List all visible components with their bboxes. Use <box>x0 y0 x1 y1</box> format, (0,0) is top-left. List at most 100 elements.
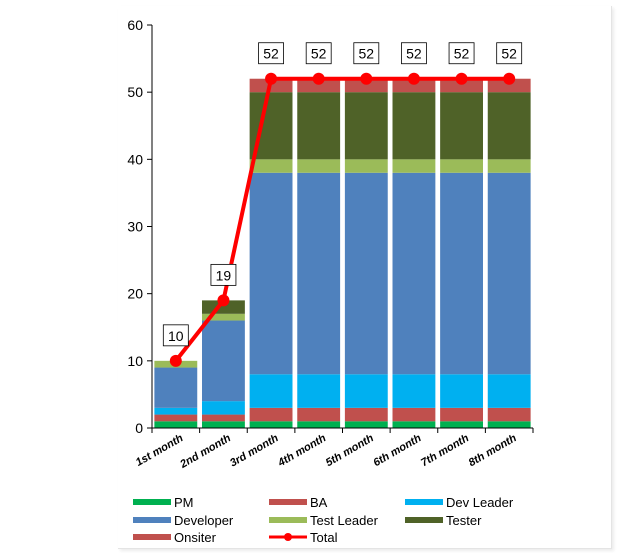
legend-marker <box>284 533 292 541</box>
bar-onsiter <box>392 78 436 93</box>
bar-pm <box>249 421 293 428</box>
bar-test-leader <box>344 159 388 173</box>
bar-test-leader <box>392 159 436 173</box>
data-labels: 10 19 52 52 52 52 52 52 <box>162 42 523 347</box>
y-tick-label: 40 <box>127 151 143 167</box>
total-point <box>503 72 516 85</box>
total-data-label: 10 <box>162 324 189 347</box>
legend-swatch <box>133 499 171 505</box>
bar-stack-7th-month <box>440 78 483 428</box>
total-point <box>169 354 182 367</box>
data-label-text: 52 <box>454 46 470 62</box>
y-tick-label: 10 <box>127 353 143 369</box>
legend: PM BA Dev Leader Developer Test Leader Tester… <box>133 495 514 545</box>
total-series-line <box>174 76 510 363</box>
total-point <box>455 72 468 85</box>
data-label-box <box>448 42 475 65</box>
total-point <box>360 72 373 85</box>
chart-frame <box>118 6 612 549</box>
total-point <box>407 72 420 85</box>
bar-ba <box>297 407 341 422</box>
data-label-text: 52 <box>359 46 375 62</box>
bar-stack-6th-month <box>392 78 436 428</box>
bar-ba <box>440 407 483 422</box>
data-label-box <box>210 263 237 286</box>
bar-test-leader <box>440 159 483 173</box>
bar-pm <box>297 421 341 428</box>
bar-developer <box>344 172 388 375</box>
data-label-box <box>496 42 523 65</box>
data-label-text: 52 <box>406 46 422 62</box>
bar-dev-leader <box>249 374 293 408</box>
bar-ba <box>249 407 293 422</box>
bar-tester <box>202 300 245 314</box>
x-tick-label: 3rd month <box>228 432 281 469</box>
bar-dev-leader <box>344 374 388 408</box>
y-tick-label: 0 <box>135 420 143 436</box>
data-label-text: 52 <box>311 46 327 62</box>
bar-test-leader <box>487 159 531 173</box>
bar-tester <box>440 92 483 160</box>
total-data-label: 19 <box>210 263 237 286</box>
data-label-text: 10 <box>168 328 184 344</box>
bar-tester <box>297 92 341 160</box>
y-tick-label: 50 <box>127 84 143 100</box>
bar-ba <box>202 414 245 422</box>
legend-label: Tester <box>446 513 482 528</box>
bar-dev-leader <box>392 374 436 408</box>
legend-label: Developer <box>174 513 234 528</box>
bar-developer <box>154 367 198 408</box>
data-label-box <box>258 42 284 65</box>
x-tick-label: 8th month <box>467 432 519 469</box>
total-point <box>312 72 325 85</box>
bar-developer <box>440 172 483 375</box>
legend-swatch <box>269 499 307 505</box>
total-data-label: 52 <box>258 42 284 65</box>
bar-developer <box>392 172 436 375</box>
legend-swatch <box>133 517 171 523</box>
legend-item-developer: Developer <box>133 513 234 528</box>
legend-label: Total <box>310 530 338 545</box>
legend-item-tester: Tester <box>405 513 482 528</box>
bar-stack-5th-month <box>344 78 388 428</box>
bar-developer <box>202 320 245 402</box>
bar-onsiter <box>487 78 531 93</box>
bar-developer <box>249 172 293 375</box>
legend-label: Dev Leader <box>446 495 514 510</box>
legend-swatch <box>269 517 307 523</box>
total-data-label: 52 <box>353 42 380 65</box>
bar-pm <box>487 421 531 428</box>
data-label-box <box>401 42 427 65</box>
bar-developer <box>297 172 341 375</box>
x-tick-label: 7th month <box>419 432 471 469</box>
x-tick-label: 4th month <box>275 432 328 470</box>
x-tick-label: 5th month <box>324 432 376 469</box>
data-label-box <box>305 42 332 65</box>
bar-tester <box>392 92 436 160</box>
bar-dev-leader <box>202 401 245 415</box>
bar-ba <box>344 407 388 422</box>
legend-item-pm: PM <box>133 495 194 510</box>
data-label-text: 19 <box>216 267 232 283</box>
legend-label: PM <box>174 495 194 510</box>
y-tick-label: 20 <box>127 286 143 302</box>
total-point <box>265 72 278 85</box>
legend-item-ba: BA <box>269 495 328 510</box>
bar-stack-2nd-month <box>202 300 245 428</box>
bars <box>154 78 531 428</box>
total-data-label: 52 <box>401 42 427 65</box>
total-data-label: 52 <box>496 42 523 65</box>
data-label-box <box>353 42 380 65</box>
bar-dev-leader <box>440 374 483 408</box>
y-tick-label: 30 <box>127 219 143 235</box>
legend-item-dev-leader: Dev Leader <box>405 495 514 510</box>
y-axis: 0 10 20 30 40 50 60 <box>127 17 153 436</box>
legend-item-total: Total <box>269 530 338 545</box>
bar-ba <box>392 407 436 422</box>
total-line <box>169 72 516 367</box>
x-tick-label: 6th month <box>371 432 423 469</box>
bar-dev-leader <box>297 374 341 408</box>
legend-item-test-leader: Test Leader <box>269 513 379 528</box>
data-label-box <box>162 324 189 347</box>
